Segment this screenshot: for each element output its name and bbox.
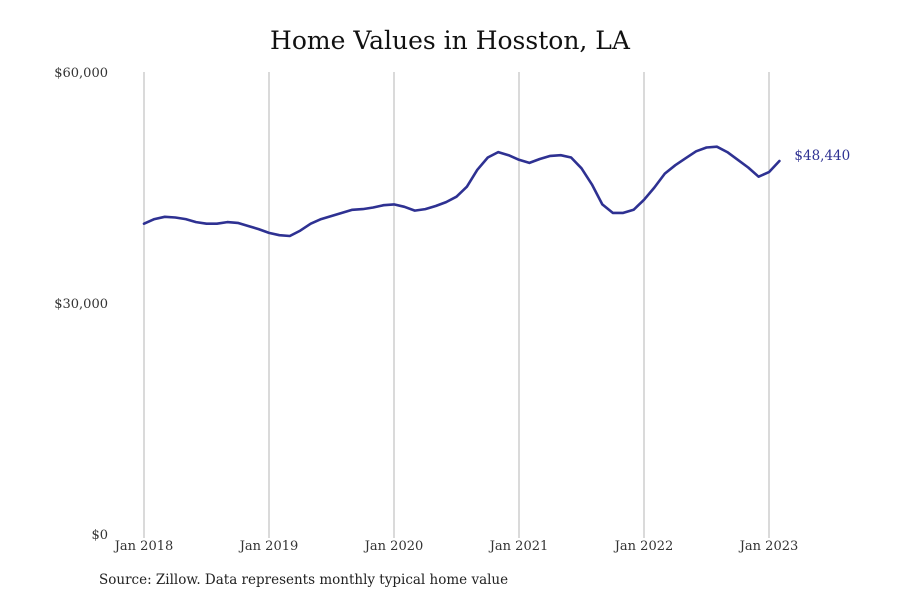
chart-source-note: Source: Zillow. Data represents monthly … [99,572,509,588]
x-tick-label: Jan 2021 [488,539,549,554]
series-line [142,145,781,238]
x-tick-label: Jan 2018 [113,539,174,554]
end-value-label: $48,440 [794,148,850,164]
y-tick-label: $30,000 [54,297,108,312]
x-tick-label: Jan 2020 [363,539,424,554]
chart-title: Home Values in Hosston, LA [270,26,630,55]
y-tick-label: $60,000 [54,66,108,81]
x-tick-label: Jan 2019 [238,539,299,554]
x-tick-label: Jan 2022 [613,539,674,554]
x-tick-label: Jan 2023 [738,539,799,554]
y-tick-label: $0 [91,528,108,543]
